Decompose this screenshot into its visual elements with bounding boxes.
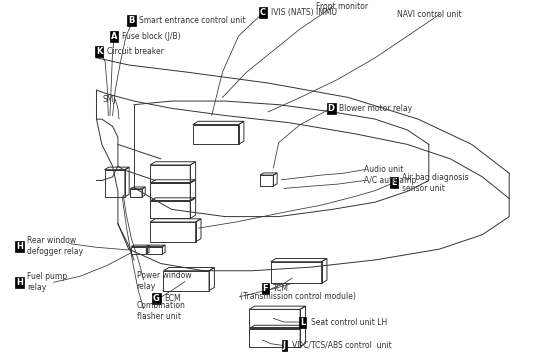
Text: IVIS (NATS) IMMU: IVIS (NATS) IMMU <box>271 8 337 17</box>
Text: Fuel pump
relay: Fuel pump relay <box>27 272 68 292</box>
Text: (Transmission control module): (Transmission control module) <box>240 292 356 301</box>
Text: H: H <box>16 278 23 287</box>
Text: B: B <box>128 17 135 25</box>
Text: F: F <box>263 284 268 293</box>
Text: L: L <box>300 318 306 326</box>
Text: Power window
relay: Power window relay <box>137 271 191 291</box>
Text: VDC/TCS/ABS control  unit: VDC/TCS/ABS control unit <box>292 341 392 350</box>
Text: E: E <box>391 178 397 187</box>
Text: Seat control unit LH: Seat control unit LH <box>311 318 387 326</box>
Text: G: G <box>153 295 160 303</box>
Text: H: H <box>16 242 23 251</box>
Text: C: C <box>259 8 266 17</box>
Text: Blower motor relay: Blower motor relay <box>339 104 412 113</box>
Text: Fuse block (J/B): Fuse block (J/B) <box>122 32 181 40</box>
Text: TCM: TCM <box>273 284 289 293</box>
Text: Rear window
defogger relay: Rear window defogger relay <box>27 236 84 256</box>
Text: Circuit breaker: Circuit breaker <box>107 47 164 56</box>
Text: Combination
flasher unit: Combination flasher unit <box>137 301 185 321</box>
Text: Audio unit: Audio unit <box>364 165 404 174</box>
Text: Front monitor: Front monitor <box>316 2 368 11</box>
Text: D: D <box>327 104 335 113</box>
Text: Air bag diagnosis
sensor unit: Air bag diagnosis sensor unit <box>402 173 468 193</box>
Text: NAVI control unit: NAVI control unit <box>397 10 461 19</box>
Text: SMJ: SMJ <box>103 95 116 104</box>
Text: Smart entrance control unit: Smart entrance control unit <box>139 17 246 25</box>
Text: A: A <box>111 32 117 40</box>
Text: A/C auto amp.: A/C auto amp. <box>364 176 419 185</box>
Text: J: J <box>282 341 286 350</box>
Text: K: K <box>96 47 102 56</box>
Text: ECM: ECM <box>165 295 181 303</box>
